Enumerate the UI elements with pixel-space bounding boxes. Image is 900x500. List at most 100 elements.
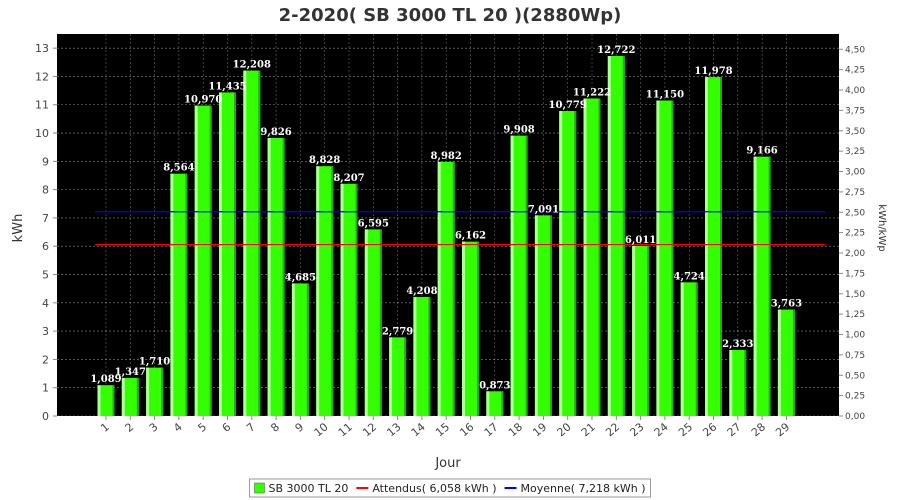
bar-day-9	[291, 283, 309, 416]
x-tick-label: 22	[603, 420, 622, 439]
bar-highlight	[607, 56, 611, 416]
data-label: 0,873	[479, 380, 510, 391]
bar-day-27	[729, 349, 747, 416]
y2-tick-label: 4,00	[845, 86, 865, 96]
y-tick-label: 4	[42, 297, 49, 310]
y2-tick-label: 3,25	[845, 147, 865, 157]
data-label: 4,685	[285, 272, 316, 283]
bar-highlight	[486, 391, 490, 416]
y2-tick-label: 0,50	[845, 371, 865, 381]
x-tick-label: 14	[409, 420, 428, 439]
bar-shade	[404, 337, 407, 416]
bar-shade	[331, 166, 334, 416]
bar-day-5	[194, 105, 212, 416]
x-tick-label: 28	[749, 420, 768, 439]
data-label: 8,207	[333, 173, 364, 184]
bar-day-29	[777, 309, 795, 416]
x-tick-label: 25	[676, 420, 695, 439]
bar-highlight	[413, 296, 417, 416]
bar-day-18	[510, 135, 528, 416]
bar-day-16	[462, 241, 479, 416]
bar-highlight	[267, 137, 271, 417]
bar-highlight	[97, 385, 101, 416]
y2-tick-label: 3,50	[845, 127, 865, 137]
x-tick-label: 27	[725, 420, 744, 439]
bar-body	[291, 283, 309, 416]
y2-tick-label: 2,75	[845, 188, 865, 198]
bar-shade	[477, 241, 479, 416]
x-axis-ticks: 1 2 3 4 5 6 7 8 9 10 11 12 13 14 15 16 17 18 19 20 21 22 23 24 2…	[98, 416, 792, 439]
bar-highlight	[510, 135, 514, 416]
bar-body	[632, 245, 650, 416]
y2-tick-label: 1,00	[845, 331, 865, 341]
x-tick-label: 6	[220, 420, 234, 434]
x-tick-label: 19	[530, 420, 549, 439]
y-tick-label: 11	[35, 99, 49, 112]
data-label: 6,595	[358, 218, 389, 229]
bar-body	[656, 100, 674, 416]
bar-day-7	[243, 70, 261, 417]
x-tick-label: 16	[457, 420, 476, 439]
bar-day-14	[413, 296, 431, 416]
bar-day-22	[607, 56, 625, 416]
bar-day-4	[170, 173, 188, 416]
legend-label: Attendus( 6,058 kWh )	[372, 482, 496, 495]
bar-shade	[112, 385, 115, 416]
x-tick-label: 9	[293, 420, 307, 434]
y2-tick-label: 1,75	[845, 269, 865, 279]
y2-tick-label: 3,00	[845, 168, 865, 178]
x-tick-label: 21	[579, 420, 598, 439]
data-label: 9,166	[746, 146, 777, 157]
x-tick-label: 7	[244, 420, 258, 434]
y2-tick-label: 4,50	[845, 45, 865, 55]
y-tick-label: 12	[35, 70, 49, 83]
y-tick-label: 6	[42, 240, 49, 253]
x-tick-label: 29	[773, 420, 792, 439]
bar-body	[437, 161, 455, 416]
bar-day-25	[680, 282, 698, 416]
y2-tick-label: 2,50	[845, 208, 865, 218]
y-tick-label: 8	[42, 184, 49, 197]
bar-day-6	[219, 92, 236, 416]
bar-highlight	[632, 245, 636, 416]
x-tick-label: 13	[384, 420, 403, 439]
y-tick-label: 3	[42, 325, 49, 338]
data-label: 11,222	[573, 87, 611, 98]
x-tick-label: 20	[555, 420, 574, 439]
bar-highlight	[777, 309, 781, 416]
bar-shade	[258, 70, 261, 417]
bar-shade	[282, 137, 285, 417]
bar-day-8	[267, 137, 285, 417]
bar-highlight	[194, 105, 198, 416]
data-label: 8,828	[309, 155, 340, 166]
bar-day-15	[437, 161, 455, 416]
bar-body	[680, 282, 698, 416]
bar-body	[146, 367, 164, 416]
bar-highlight	[753, 156, 757, 416]
bar-shade	[792, 309, 795, 416]
bar-body	[364, 229, 382, 416]
bars	[97, 56, 795, 417]
y2-tick-label: 2,00	[845, 249, 865, 259]
bar-body	[389, 337, 407, 416]
bar-body	[170, 173, 188, 416]
data-label: 11,978	[694, 66, 732, 77]
data-label: 4,208	[406, 286, 437, 297]
x-tick-label: 23	[627, 420, 646, 439]
data-label: 1,089	[90, 374, 121, 385]
bar-shade	[671, 100, 674, 416]
bar-body	[413, 296, 431, 416]
bar-body	[243, 70, 261, 417]
bar-shade	[598, 98, 601, 417]
chart-title: 2-2020( SB 3000 TL 20 )(2880Wp)	[279, 5, 622, 26]
legend: SB 3000 TL 20 Attendus( 6,058 kWh ) Moyenn…	[248, 478, 652, 498]
y2-tick-label: 4,25	[845, 66, 865, 76]
bar-shade	[136, 377, 139, 416]
data-label: 10,779	[549, 100, 587, 111]
y2-tick-label: 1,50	[845, 290, 865, 300]
bar-highlight	[170, 173, 174, 416]
legend-box	[248, 478, 652, 498]
legend-item-series: SB 3000 TL 20	[254, 482, 348, 495]
data-label: 9,826	[260, 127, 291, 138]
